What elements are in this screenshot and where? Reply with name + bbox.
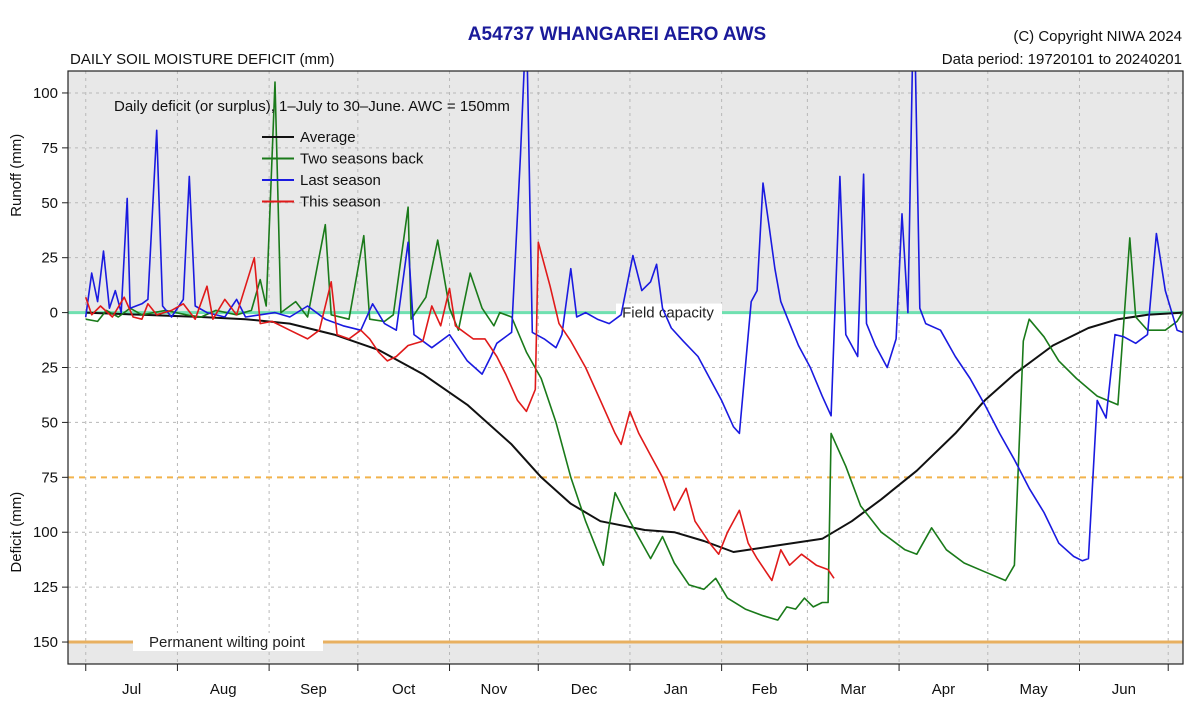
below-wilting-band (68, 642, 1183, 664)
y-axis-title-runoff: Runoff (mm) (8, 134, 25, 217)
y-tick-label-3: 25 (41, 250, 58, 267)
series-line-average (85, 311, 1183, 553)
y-tick-label-4: 0 (50, 305, 58, 322)
x-tick-label-apr: Apr (932, 681, 955, 698)
chart-subtitle: DAILY SOIL MOISTURE DEFICIT (mm) (70, 51, 335, 68)
x-tick-label-jan: Jan (664, 681, 688, 698)
legend-label-2: Last season (300, 172, 381, 189)
series-line-this-season (84, 241, 835, 582)
legend-label-1: Two seasons back (300, 151, 424, 168)
chart-annotation: Daily deficit (or surplus), 1–July to 30… (114, 98, 510, 115)
field-capacity-label: Field capacity (622, 305, 714, 322)
y-tick-label-9: 125 (33, 579, 58, 596)
x-tick-label-oct: Oct (392, 681, 416, 698)
chart-title: A54737 WHANGAREI AERO AWS (467, 24, 767, 45)
x-tick-label-jul: Jul (122, 681, 141, 698)
runoff-zone-band (68, 71, 1183, 313)
y-tick-label-5: 25 (41, 360, 58, 377)
y-tick-label-8: 100 (33, 524, 58, 541)
x-tick-label-sep: Sep (300, 681, 327, 698)
x-tick-label-may: May (1019, 681, 1048, 698)
y-tick-label-0: 100 (33, 85, 58, 102)
x-tick-label-dec: Dec (571, 681, 598, 698)
x-tick-label-aug: Aug (210, 681, 237, 698)
legend-label-0: Average (300, 129, 356, 146)
legend-label-3: This season (300, 194, 381, 211)
y-tick-label-7: 75 (41, 469, 58, 486)
y-tick-label-10: 150 (33, 634, 58, 651)
x-tick-label-nov: Nov (481, 681, 508, 698)
y-axis-title-deficit: Deficit (mm) (8, 492, 25, 573)
series-line-last-season (84, 71, 1183, 562)
wilting-point-label-bg (133, 633, 323, 652)
y-tick-label-6: 50 (41, 414, 58, 431)
x-tick-label-feb: Feb (752, 681, 778, 698)
data-period: Data period: 19720101 to 20240201 (941, 51, 1182, 68)
copyright-notice: (C) Copyright NIWA 2024 (1013, 28, 1182, 45)
wilting-point-label: Permanent wilting point (149, 634, 306, 651)
y-tick-label-1: 75 (41, 140, 58, 157)
y-tick-label-2: 50 (41, 195, 58, 212)
x-tick-label-mar: Mar (840, 681, 866, 698)
x-tick-label-jun: Jun (1112, 681, 1136, 698)
field-capacity-label-bg (616, 303, 722, 322)
